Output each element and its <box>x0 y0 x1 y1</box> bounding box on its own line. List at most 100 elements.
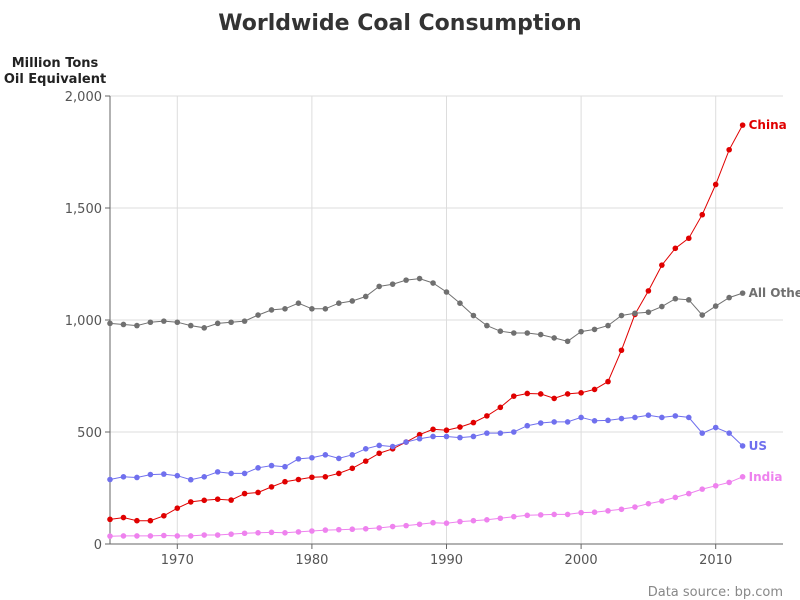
data-point-india <box>699 486 706 492</box>
data-point-all-others <box>551 335 557 341</box>
data-point-us <box>147 471 154 478</box>
data-point-india <box>430 519 436 526</box>
data-point-india <box>228 531 234 537</box>
y-axis-label-line-1: Million Tons <box>12 56 99 71</box>
data-point-all-others <box>336 300 342 307</box>
data-point-india <box>591 509 598 515</box>
data-point-india <box>685 490 692 497</box>
data-point-india <box>322 527 329 533</box>
series-label-all-others: All Others <box>749 286 800 300</box>
series-all-others: All Others <box>107 275 800 345</box>
data-point-india <box>107 533 113 539</box>
series-label-china: China <box>749 118 787 132</box>
data-point-all-others <box>497 328 504 335</box>
chart-title: Worldwide Coal Consumption <box>218 11 581 36</box>
data-point-china <box>699 211 706 218</box>
data-point-us <box>537 420 544 426</box>
series-line-china <box>109 124 744 522</box>
data-point-us <box>726 430 732 436</box>
data-point-india <box>537 512 544 518</box>
data-point-india <box>362 525 369 532</box>
data-point-india <box>268 529 275 536</box>
data-point-all-others <box>511 330 517 336</box>
data-source-note: Data source: bp.com <box>648 585 783 600</box>
data-point-india <box>187 533 194 539</box>
data-point-us <box>605 417 611 424</box>
data-point-all-others <box>120 321 127 328</box>
data-point-india <box>605 508 611 514</box>
data-point-all-others <box>578 328 584 335</box>
data-point-all-others <box>187 322 194 329</box>
data-point-india <box>739 474 746 480</box>
data-point-us <box>484 430 490 436</box>
data-point-china <box>564 391 571 397</box>
data-point-china <box>511 393 517 399</box>
data-point-us <box>241 470 248 477</box>
data-point-india <box>659 498 665 504</box>
data-point-china <box>268 484 275 490</box>
series-india: India <box>107 470 782 539</box>
data-point-all-others <box>739 290 746 296</box>
data-point-all-others <box>618 312 625 319</box>
data-point-china <box>578 390 584 396</box>
y-tick-label: 1,000 <box>65 314 102 329</box>
data-point-all-others <box>591 326 598 333</box>
data-point-us <box>107 476 113 483</box>
data-point-china <box>241 490 248 497</box>
data-point-us <box>214 469 221 475</box>
data-point-china <box>618 347 625 354</box>
data-point-china <box>551 395 557 402</box>
data-point-india <box>214 532 221 538</box>
series-line-us <box>109 414 743 481</box>
data-point-all-others <box>699 312 706 318</box>
data-point-india <box>726 479 732 486</box>
data-point-us <box>389 443 396 450</box>
axes <box>105 95 783 549</box>
data-point-all-others <box>672 295 679 302</box>
data-point-india <box>147 533 154 539</box>
data-point-all-others <box>147 319 154 326</box>
data-point-all-others <box>161 318 167 324</box>
data-point-us <box>524 422 531 429</box>
data-point-china <box>349 465 356 472</box>
data-point-all-others <box>443 289 450 295</box>
data-point-us <box>295 456 302 462</box>
data-point-all-others <box>309 306 315 312</box>
data-point-china <box>605 378 611 385</box>
data-point-china <box>537 391 544 397</box>
data-point-china <box>120 514 127 521</box>
data-point-us <box>699 430 706 436</box>
data-point-china <box>201 497 208 504</box>
data-point-us <box>134 474 140 481</box>
data-point-us <box>187 476 194 483</box>
data-point-us <box>282 463 288 470</box>
data-point-us <box>161 471 167 477</box>
data-point-all-others <box>403 277 409 283</box>
data-point-india <box>161 532 167 539</box>
series-label-india: India <box>749 470 783 484</box>
x-tick-label: 2000 <box>565 553 598 568</box>
data-point-india <box>282 530 288 536</box>
data-point-us <box>416 435 423 442</box>
data-point-india <box>443 520 450 526</box>
data-point-all-others <box>416 275 423 282</box>
data-point-india <box>578 509 584 516</box>
y-tick-label: 2,000 <box>65 90 102 105</box>
data-point-china <box>524 390 531 397</box>
data-point-all-others <box>605 322 611 329</box>
data-point-china <box>591 386 598 393</box>
data-point-china <box>228 497 234 503</box>
data-point-india <box>134 533 140 539</box>
data-point-us <box>511 429 517 435</box>
data-point-us <box>497 430 504 436</box>
data-point-us <box>645 412 652 419</box>
data-point-india <box>309 528 315 534</box>
data-point-china <box>147 517 154 524</box>
data-point-india <box>174 533 181 539</box>
data-point-india <box>470 517 477 524</box>
data-point-all-others <box>430 280 436 286</box>
data-point-china <box>174 505 181 511</box>
data-point-us <box>255 465 261 471</box>
data-point-india <box>241 530 248 537</box>
